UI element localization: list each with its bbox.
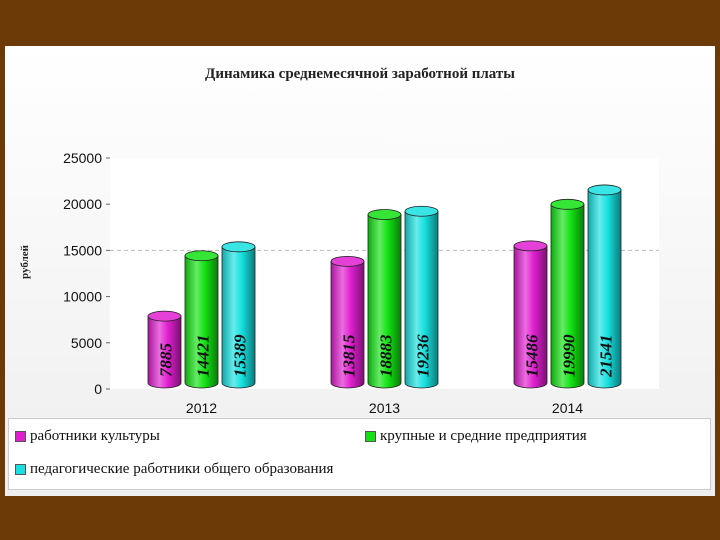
y-tick-label: 5000 (71, 335, 102, 351)
bar (184, 255, 219, 389)
legend-item-enterprises: крупные и средние предприятия (365, 428, 587, 445)
bar (587, 189, 622, 389)
bar-top (330, 255, 365, 267)
data-label: 14421 (194, 335, 213, 378)
data-label: 7885 (157, 343, 176, 378)
bar (221, 246, 256, 389)
data-label: 13815 (340, 334, 359, 377)
y-tick-label: 10000 (63, 289, 102, 305)
data-label: 21541 (597, 335, 616, 379)
legend-swatch-culture (15, 431, 26, 442)
y-tick-label: 15000 (63, 242, 102, 258)
legend-label-teachers: педагогические работники общего образова… (30, 461, 334, 477)
legend-item-culture: работники культуры (15, 428, 160, 445)
bar-chart: 0 5000 10000 15000 20000 25000 7885 14421 15389 2… (63, 150, 659, 416)
y-tick-label: 0 (94, 381, 102, 397)
legend-label-culture: работники культуры (30, 428, 160, 444)
bar-top (404, 205, 439, 217)
bar (404, 210, 439, 389)
bar (550, 203, 585, 389)
chart-title: Динамика среднемесячной заработной платы (205, 66, 515, 82)
bar-top (587, 184, 622, 196)
x-tick-label: 2012 (186, 400, 217, 416)
bar-top (513, 240, 548, 252)
x-tick-label: 2014 (552, 400, 583, 416)
data-label: 15389 (231, 334, 250, 377)
legend-swatch-teachers (15, 464, 26, 475)
bar-top (221, 241, 256, 253)
bar-top (184, 250, 219, 262)
bar (147, 315, 182, 389)
data-label: 19990 (560, 334, 579, 377)
bar-top (367, 209, 402, 220)
legend-swatch-enterprises (365, 431, 376, 442)
y-tick-label: 20000 (63, 196, 102, 212)
bar (367, 214, 402, 389)
data-label: 15486 (523, 334, 542, 377)
y-tick-label: 25000 (63, 150, 102, 166)
chart-legend: работники культуры крупные и средние пре… (8, 418, 711, 490)
bar-top (550, 198, 585, 210)
legend-item-teachers: педагогические работники общего образова… (15, 461, 333, 478)
legend-label-enterprises: крупные и средние предприятия (380, 428, 587, 444)
bar-top (147, 310, 182, 322)
chart-slide: Динамика среднемесячной заработной платы… (5, 46, 715, 496)
data-label: 19236 (414, 334, 433, 377)
bar (330, 260, 365, 389)
data-label: 18883 (377, 334, 396, 377)
bar (513, 245, 548, 389)
x-tick-label: 2013 (369, 400, 400, 416)
